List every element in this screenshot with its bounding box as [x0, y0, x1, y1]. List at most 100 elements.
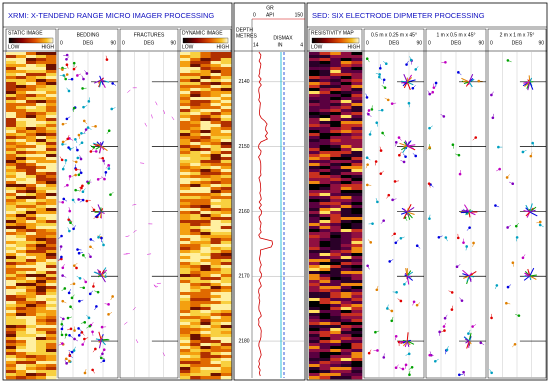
image-pixel: [46, 310, 57, 314]
image-pixel: [6, 259, 17, 263]
image-pixel: [220, 172, 232, 176]
image-pixel: [319, 91, 331, 95]
image-pixel: [330, 346, 342, 350]
image-pixel: [190, 106, 201, 110]
image-pixel: [309, 355, 320, 359]
image-pixel: [319, 196, 331, 200]
image-pixel: [319, 334, 331, 338]
image-pixel: [46, 133, 57, 137]
image-pixel: [210, 193, 222, 197]
image-pixel: [351, 145, 363, 149]
image-pixel: [190, 241, 201, 245]
image-pixel: [340, 334, 352, 338]
image-pixel: [46, 211, 57, 215]
tadpole: [64, 357, 68, 361]
image-pixel: [220, 106, 232, 110]
image-pixel: [210, 202, 222, 206]
tadpole: [82, 77, 85, 81]
image-pixel: [46, 193, 57, 197]
tadpole: [431, 90, 435, 94]
depth-label: 2180: [238, 338, 249, 344]
image-pixel: [309, 223, 320, 227]
image-pixel: [330, 334, 342, 338]
image-pixel: [6, 313, 17, 317]
image-pixel: [6, 286, 17, 290]
tadpole: [92, 145, 96, 149]
image-pixel: [200, 277, 211, 281]
image-pixel: [200, 58, 211, 62]
image-pixel: [330, 316, 342, 320]
image-pixel: [180, 316, 191, 320]
image-pixel: [210, 214, 222, 218]
image-pixel: [351, 259, 363, 263]
rose-petal: [529, 209, 536, 213]
image-pixel: [180, 277, 191, 281]
tadpole: [467, 332, 470, 335]
image-pixel: [190, 373, 201, 377]
image-pixel: [309, 88, 320, 92]
tadpole: [73, 337, 76, 341]
tadpole: [102, 359, 106, 363]
image-pixel: [309, 238, 320, 242]
image-pixel: [6, 307, 17, 311]
label: 90: [416, 40, 422, 46]
image-pixel: [319, 202, 331, 206]
image-pixel: [220, 367, 232, 371]
image-pixel: [6, 100, 17, 104]
tadpole: [82, 253, 85, 257]
image-pixel: [180, 70, 191, 74]
image-pixel: [200, 262, 211, 266]
image-pixel: [210, 97, 222, 101]
tadpole: [77, 327, 80, 330]
image-pixel: [46, 313, 57, 317]
image-pixel: [36, 127, 47, 131]
image-pixel: [26, 187, 37, 191]
tadpole: [365, 156, 369, 160]
tadpole: [428, 146, 432, 149]
image-pixel: [220, 295, 232, 299]
image-pixel: [26, 364, 37, 368]
image-pixel: [309, 253, 320, 257]
image-pixel: [190, 265, 201, 269]
image-pixel: [200, 295, 211, 299]
tadpole: [61, 266, 65, 270]
image-pixel: [36, 166, 47, 170]
image-pixel: [6, 241, 17, 245]
image-pixel: [6, 277, 17, 281]
tadpole: [404, 155, 407, 158]
image-pixel: [6, 139, 17, 143]
image-pixel: [319, 322, 331, 326]
image-pixel: [46, 205, 57, 209]
tadpole-tail: [135, 339, 139, 344]
image-pixel: [16, 292, 27, 296]
image-pixel: [200, 373, 211, 377]
tadpole: [89, 255, 92, 259]
image-pixel: [6, 280, 17, 284]
image-pixel: [190, 232, 201, 236]
image-pixel: [16, 97, 27, 101]
image-pixel: [340, 358, 352, 362]
image-pixel: [26, 145, 37, 149]
image-pixel: [340, 325, 352, 329]
image-pixel: [6, 202, 17, 206]
image-pixel: [6, 70, 17, 74]
image-pixel: [220, 358, 232, 362]
image-pixel: [190, 76, 201, 80]
image-pixel: [330, 349, 342, 353]
image-pixel: [6, 283, 17, 287]
image-pixel: [46, 61, 57, 65]
tadpole: [65, 362, 68, 365]
image-pixel: [220, 226, 232, 230]
image-pixel: [210, 70, 222, 74]
image-pixel: [16, 298, 27, 302]
image-pixel: [200, 115, 211, 119]
image-pixel: [351, 349, 363, 353]
image-pixel: [46, 172, 57, 176]
image-pixel: [340, 190, 352, 194]
tadpole: [472, 241, 475, 245]
image-pixel: [330, 142, 342, 146]
image-pixel: [46, 370, 57, 374]
image-pixel: [180, 91, 191, 95]
tadpole: [67, 146, 70, 149]
image-pixel: [180, 280, 191, 284]
